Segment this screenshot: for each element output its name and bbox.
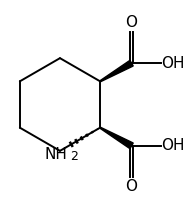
Text: OH: OH xyxy=(162,56,185,71)
Text: OH: OH xyxy=(162,138,185,153)
Text: 2: 2 xyxy=(70,150,78,163)
Text: NH: NH xyxy=(45,147,68,162)
Polygon shape xyxy=(100,127,133,149)
Text: O: O xyxy=(126,179,138,194)
Text: O: O xyxy=(126,15,138,30)
Polygon shape xyxy=(100,60,133,82)
